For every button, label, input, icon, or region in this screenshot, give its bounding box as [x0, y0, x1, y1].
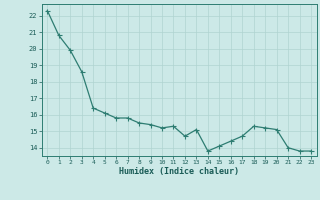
- X-axis label: Humidex (Indice chaleur): Humidex (Indice chaleur): [119, 167, 239, 176]
